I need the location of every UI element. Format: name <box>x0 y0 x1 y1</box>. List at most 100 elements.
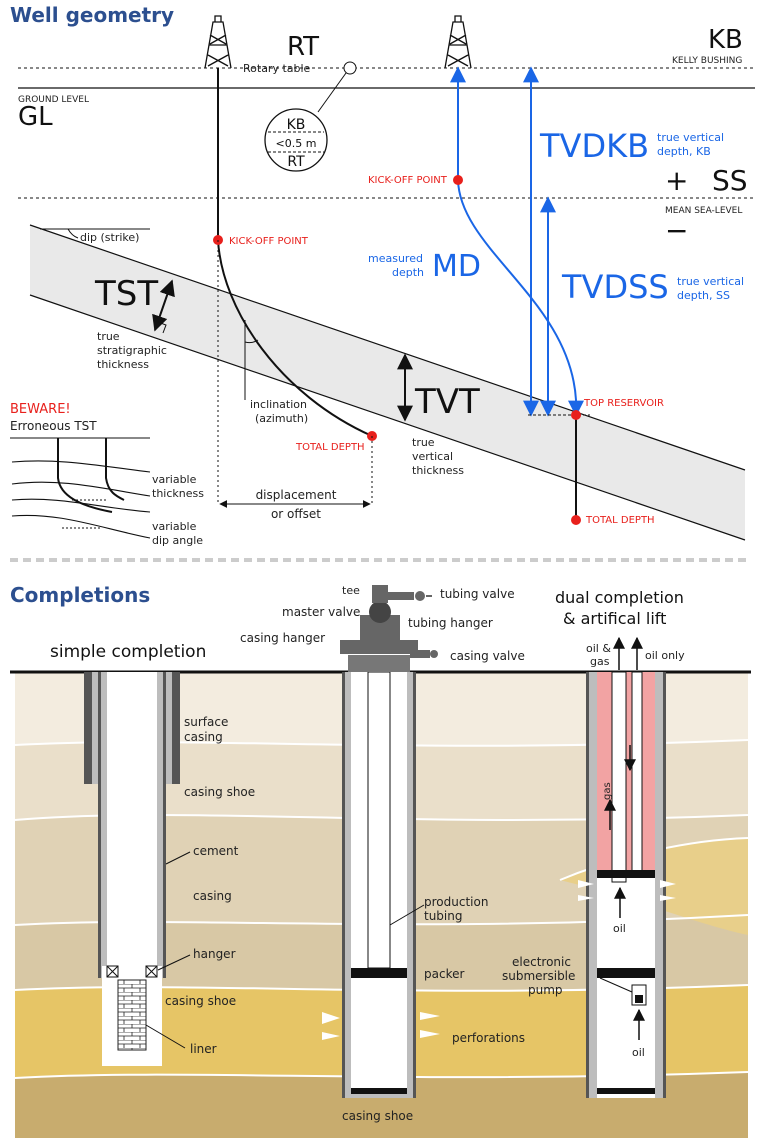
oil-gas-label-2: gas <box>590 655 610 668</box>
true-vt-1: true <box>412 436 435 449</box>
inset-target-circle <box>343 61 357 75</box>
kick-off-point-left-label: KICK-OFF POINT <box>229 236 309 247</box>
derrick-right-icon <box>444 15 472 69</box>
inset-rt-label: RT <box>287 154 305 170</box>
kb-rt-inset: KB <0.5 m RT <box>264 108 328 172</box>
master-valve-label: master valve <box>282 605 360 619</box>
inclination-label-2: (azimuth) <box>255 412 308 425</box>
displacement-label-2: or offset <box>271 507 321 521</box>
casing-shoe-label-1: casing shoe <box>184 785 255 799</box>
tvdss-desc-1: true vertical <box>677 275 744 288</box>
production-completion-well <box>322 585 440 1098</box>
master-valve-body <box>369 601 391 623</box>
hanger-label: hanger <box>193 947 236 961</box>
surface-casing-label-1: surface <box>184 715 228 729</box>
dip-angle-arc <box>67 228 79 239</box>
ground-level-label: GROUND LEVEL <box>18 95 89 105</box>
casing-hanger-label: casing hanger <box>240 631 325 645</box>
measured-depth-arrow <box>450 66 584 417</box>
inset-kb-label: KB <box>287 117 306 133</box>
rotary-table-label: Rotary table <box>243 62 311 75</box>
true-vt-2: vertical <box>412 450 453 463</box>
packer-label: packer <box>424 967 464 981</box>
tubing-hanger-label: tubing hanger <box>408 616 493 630</box>
section-title-geometry: Well geometry <box>10 3 174 27</box>
tst-desc-3: thickness <box>97 358 149 371</box>
tst-desc-2: stratigraphic <box>97 344 167 357</box>
md-label: MD <box>432 249 481 284</box>
variable-dip-1: variable <box>152 520 197 533</box>
formation-top-line <box>29 224 746 471</box>
tst-arrow <box>152 279 175 332</box>
gl-label: GL <box>18 102 53 132</box>
gas-label: gas <box>602 782 613 800</box>
packer-block <box>351 968 407 978</box>
esp-label-3: pump <box>528 983 563 997</box>
liner-leader <box>145 1024 186 1049</box>
total-depth-left-label: TOTAL DEPTH <box>295 442 365 453</box>
md-desc-1: measured <box>368 252 423 265</box>
inclination-label-1: inclination <box>250 398 307 411</box>
perforations-label: perforations <box>452 1031 525 1045</box>
plus-sign: + <box>665 164 688 197</box>
hanger-leader <box>157 954 191 971</box>
dip-label: dip (strike) <box>80 231 139 244</box>
oil-gas-label-1: oil & <box>586 642 611 655</box>
true-vt-3: thickness <box>412 464 464 477</box>
erroneous-tst-sketch <box>10 437 151 539</box>
cement-label: cement <box>193 844 239 858</box>
minus-sign: − <box>665 214 688 247</box>
inclination-arc <box>244 339 259 344</box>
oil-only-label: oil only <box>645 649 685 662</box>
esp-label-1: electronic <box>512 955 571 969</box>
simple-completion-well <box>84 672 180 1066</box>
casing-label: casing <box>193 889 232 903</box>
liner-label: liner <box>190 1042 217 1056</box>
rt-label: RT <box>287 32 319 62</box>
md-desc-2: depth <box>392 266 424 279</box>
oil-bottom-label: oil <box>632 1046 645 1059</box>
casing-shoe-label-3: casing shoe <box>342 1109 413 1123</box>
section-title-completions: Completions <box>10 583 150 607</box>
surface-casing-label-2: casing <box>184 730 223 744</box>
tst-label: TST <box>94 274 158 314</box>
top-reservoir-marker <box>571 410 581 420</box>
dual-completion-title-2: & artifical lift <box>563 609 666 628</box>
tst-right-angle <box>157 321 167 334</box>
tvdss-label: TVDSS <box>561 268 669 306</box>
mean-sea-level-label: MEAN SEA-LEVEL <box>665 206 742 216</box>
tee-label: tee <box>342 584 360 597</box>
tvdkb-desc-2: depth, KB <box>657 145 711 158</box>
formation-base-line <box>29 294 746 541</box>
inset-note: <0.5 m <box>276 137 317 150</box>
kb-label: KB <box>708 25 743 55</box>
kick-off-point-right-marker <box>453 175 463 185</box>
formation-layer <box>30 225 745 540</box>
production-tubing-label-2: tubing <box>424 909 462 923</box>
simple-completion-title: simple completion <box>50 642 206 662</box>
kick-off-point-right-label: KICK-OFF POINT <box>368 175 448 186</box>
esp-leader <box>599 977 633 993</box>
casing-shoe-label-2: casing shoe <box>165 994 236 1008</box>
cement-leader <box>165 851 191 865</box>
total-depth-right-label: TOTAL DEPTH <box>585 515 655 526</box>
ss-label: SS <box>712 164 748 197</box>
oil-mid-label: oil <box>613 922 626 935</box>
displacement-label-1: displacement <box>256 488 337 502</box>
tvt-label: TVT <box>414 382 480 422</box>
tvdss-desc-2: depth, SS <box>677 289 730 302</box>
tst-desc-1: true <box>97 330 120 343</box>
beware-label: BEWARE! <box>10 402 71 417</box>
variable-thickness-1: variable <box>152 473 197 486</box>
deviated-well-path <box>217 68 373 437</box>
esp-label-2: submersible <box>502 969 575 983</box>
casing-valve-label: casing valve <box>450 649 525 663</box>
production-tubing-label-1: production <box>424 895 488 909</box>
total-depth-right-marker <box>571 515 581 525</box>
liner-body <box>117 979 147 1051</box>
tubing-valve-label: tubing valve <box>440 587 515 601</box>
variable-thickness-2: thickness <box>152 487 204 500</box>
variable-dip-2: dip angle <box>152 534 203 547</box>
inset-leader-line <box>317 72 347 113</box>
